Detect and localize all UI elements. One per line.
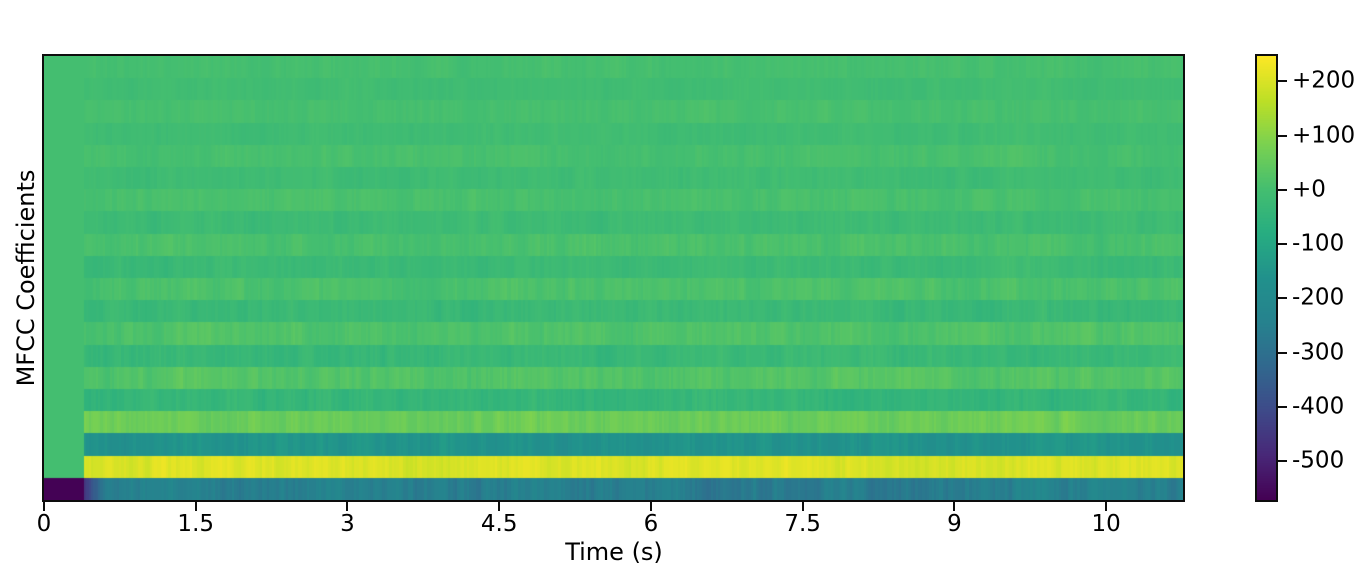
colorbar-tick-label: +100 — [1292, 122, 1356, 149]
x-tick-mark — [1105, 502, 1108, 511]
colorbar-tick-label: +200 — [1292, 67, 1356, 94]
x-tick-label: 9 — [947, 511, 962, 537]
plot-area — [42, 54, 1185, 502]
colorbar-tick-label: -200 — [1292, 284, 1345, 311]
x-tick-label: 10 — [1091, 511, 1121, 537]
x-tick-mark — [346, 502, 349, 511]
colorbar-tick-mark — [1278, 243, 1287, 246]
x-tick-mark — [801, 502, 804, 511]
colorbar-tick-label: -300 — [1292, 339, 1345, 366]
colorbar-tick-mark — [1278, 80, 1287, 83]
colorbar-tick-label: +0 — [1292, 176, 1326, 203]
x-tick-mark — [43, 502, 45, 511]
x-tick-mark — [649, 502, 652, 511]
colorbar-tick-label: -500 — [1292, 447, 1345, 474]
x-tick-mark — [498, 502, 501, 511]
colorbar — [1255, 54, 1278, 502]
x-tick-label: 0 — [36, 511, 52, 537]
colorbar-tick-mark — [1278, 459, 1287, 462]
mfcc-heatmap-canvas — [44, 56, 1183, 500]
x-axis-label: Time (s) — [565, 538, 663, 566]
colorbar-gradient-canvas — [1257, 56, 1276, 500]
colorbar-tick-mark — [1278, 405, 1287, 408]
x-tick-label: 6 — [643, 511, 659, 537]
x-tick-label: 3 — [340, 511, 355, 537]
x-tick-label: 4.5 — [480, 511, 518, 537]
colorbar-tick-label: -400 — [1292, 393, 1345, 420]
x-tick-mark — [194, 502, 197, 511]
x-tick-label: 7.5 — [784, 511, 821, 537]
x-tick-label: 1.5 — [177, 511, 215, 537]
y-axis-label: MFCC Coefficients — [12, 169, 40, 387]
colorbar-tick-label: -100 — [1292, 230, 1345, 257]
colorbar-tick-mark — [1278, 188, 1287, 191]
colorbar-tick-mark — [1278, 351, 1287, 354]
x-tick-mark — [953, 502, 956, 511]
colorbar-tick-mark — [1278, 134, 1287, 137]
colorbar-tick-mark — [1278, 297, 1287, 300]
